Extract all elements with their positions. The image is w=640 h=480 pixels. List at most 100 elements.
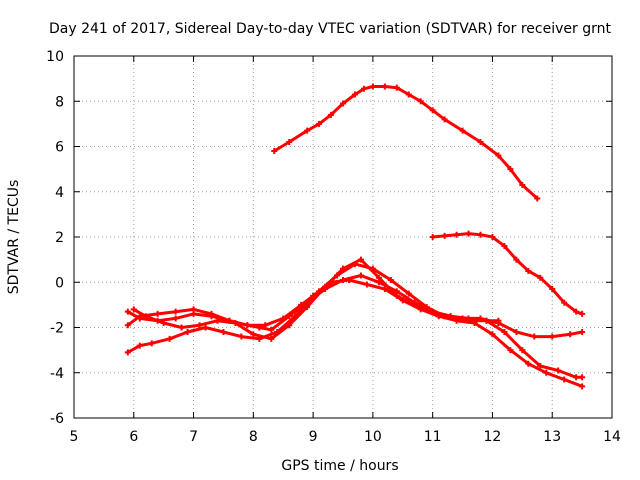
data-point-marker <box>345 276 352 283</box>
data-point-marker <box>537 362 544 369</box>
data-point-marker <box>393 292 400 299</box>
data-point-marker <box>387 276 394 283</box>
data-point-marker <box>214 317 221 324</box>
chart-title: Day 241 of 2017, Sidereal Day-to-day VTE… <box>49 21 611 37</box>
data-point-marker <box>196 322 203 329</box>
data-point-marker <box>567 331 574 338</box>
data-point-marker <box>271 148 278 155</box>
data-point-marker <box>411 301 418 308</box>
y-axis-label: SDTVAR / TECUs <box>6 180 22 295</box>
y-tick-label: -2 <box>50 321 64 337</box>
data-point-marker <box>534 195 541 202</box>
data-point-marker <box>304 304 311 311</box>
data-point-marker <box>501 329 508 336</box>
y-tick-label: 4 <box>55 185 64 201</box>
data-point-marker <box>363 281 370 288</box>
data-point-marker <box>286 138 293 145</box>
data-point-marker <box>202 324 209 331</box>
x-tick-label: 8 <box>249 429 258 445</box>
data-point-marker <box>555 367 562 374</box>
data-point-marker <box>160 319 167 326</box>
data-point-marker <box>561 299 568 306</box>
data-point-marker <box>525 267 532 274</box>
data-point-marker <box>124 308 131 315</box>
data-point-marker <box>519 181 526 188</box>
data-point-marker <box>543 369 550 376</box>
data-point-marker <box>459 127 466 134</box>
y-tick-label: 6 <box>55 140 64 156</box>
data-point-marker <box>262 322 269 329</box>
data-point-marker <box>136 342 143 349</box>
y-tick-label: 8 <box>55 94 64 110</box>
data-point-marker <box>148 340 155 347</box>
data-point-marker <box>381 286 388 293</box>
series-line-satellite-arc-5 <box>126 278 584 388</box>
data-point-marker <box>340 265 346 272</box>
data-point-marker <box>513 256 520 263</box>
data-point-marker <box>465 230 472 237</box>
data-point-marker <box>244 322 251 329</box>
x-tick-label: 7 <box>189 429 198 445</box>
data-point-marker <box>393 84 400 91</box>
data-point-marker <box>465 317 472 324</box>
data-point-marker <box>375 274 382 281</box>
series-line-satellite-arc-3 <box>126 274 584 379</box>
data-point-marker <box>537 274 544 281</box>
data-point-marker <box>328 111 335 118</box>
data-point-marker <box>166 335 173 342</box>
data-point-marker <box>489 234 496 240</box>
data-point-marker <box>495 152 502 159</box>
data-point-marker <box>190 306 197 313</box>
data-point-marker <box>360 85 367 92</box>
data-point-marker <box>525 360 532 367</box>
x-tick-label: 14 <box>603 429 621 445</box>
data-point-marker <box>381 83 388 90</box>
data-point-marker <box>322 283 329 290</box>
data-point-marker <box>268 326 275 333</box>
data-point-marker <box>172 308 179 315</box>
data-point-marker <box>441 116 448 123</box>
data-point-marker <box>483 317 490 324</box>
data-point-marker <box>513 329 520 336</box>
data-point-marker <box>316 120 323 127</box>
data-point-marker <box>220 329 227 336</box>
y-tick-label: -4 <box>50 366 64 382</box>
data-point-marker <box>178 324 185 331</box>
data-point-marker <box>124 322 131 329</box>
data-point-marker <box>340 100 346 107</box>
data-point-marker <box>507 166 514 173</box>
data-point-marker <box>232 319 239 326</box>
x-tick-label: 5 <box>70 429 79 445</box>
data-point-marker <box>429 308 436 315</box>
data-point-marker <box>531 333 538 340</box>
data-point-marker <box>124 349 131 356</box>
data-point-marker <box>130 306 137 313</box>
data-point-marker <box>238 333 245 340</box>
data-point-marker <box>172 315 179 322</box>
data-point-marker <box>142 313 149 320</box>
data-point-marker <box>477 138 484 145</box>
data-point-marker <box>447 313 454 320</box>
data-point-marker <box>549 333 556 340</box>
data-point-marker <box>286 322 293 329</box>
data-point-marker <box>579 310 586 317</box>
data-point-marker <box>579 374 586 381</box>
data-point-marker <box>208 310 215 317</box>
data-point-marker <box>453 231 460 238</box>
y-tick-label: -6 <box>50 411 64 427</box>
data-point-marker <box>429 234 436 240</box>
data-point-marker <box>477 231 484 238</box>
data-point-marker <box>561 376 568 383</box>
data-point-marker <box>184 329 191 336</box>
data-point-marker <box>441 232 448 239</box>
y-tick-label: 0 <box>55 275 64 291</box>
data-point-marker <box>573 374 580 381</box>
data-point-marker <box>579 383 586 390</box>
data-point-marker <box>357 256 364 263</box>
data-point-marker <box>507 347 514 354</box>
data-point-marker <box>154 310 161 317</box>
data-point-marker <box>304 127 311 134</box>
data-point-marker <box>268 335 275 342</box>
x-tick-label: 12 <box>484 429 502 445</box>
